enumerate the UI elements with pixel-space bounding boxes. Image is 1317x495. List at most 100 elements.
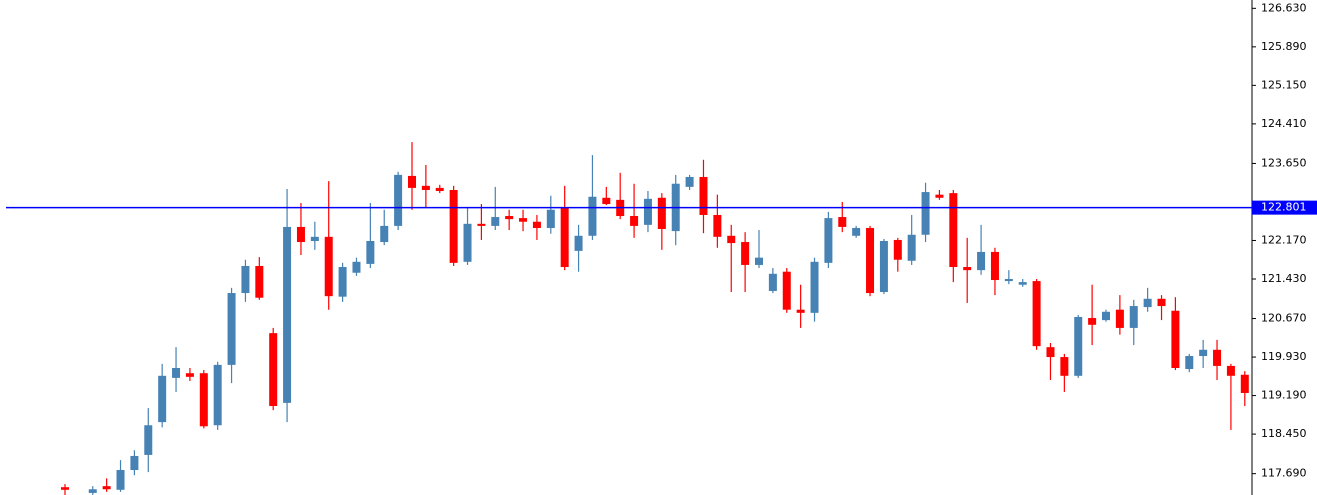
candle-body	[1171, 310, 1180, 368]
candle-body	[380, 225, 389, 243]
candle-body	[657, 197, 666, 230]
candle-body	[838, 217, 847, 227]
candle-body	[283, 226, 292, 403]
y-tick-label: 126.630	[1261, 1, 1307, 14]
candle-body	[782, 271, 791, 310]
candle-body	[977, 251, 986, 271]
price-label-box	[1252, 200, 1317, 215]
candle-body	[1032, 281, 1041, 347]
candle-body	[408, 175, 416, 188]
candle-body	[1060, 357, 1069, 376]
y-tick-label: 124.410	[1261, 117, 1307, 130]
candle-body	[144, 425, 153, 455]
candle-body	[1004, 278, 1013, 282]
candle-body	[421, 185, 430, 190]
candle-body	[88, 489, 97, 493]
candle-body	[61, 487, 69, 490]
candle-body	[116, 470, 125, 490]
candle-body	[810, 261, 819, 313]
candle-body	[158, 375, 167, 423]
candle-body	[796, 309, 805, 313]
y-tick-label: 119.190	[1261, 389, 1307, 402]
candle-body	[185, 373, 194, 377]
candle-body	[990, 251, 999, 281]
candle-body	[1088, 318, 1097, 325]
candle-body	[255, 265, 264, 298]
candle-body	[1213, 349, 1222, 366]
candle-body	[463, 223, 472, 262]
candle-body	[630, 216, 639, 226]
candle-body	[588, 196, 597, 236]
candle-body	[352, 261, 361, 273]
candle-body	[102, 486, 111, 490]
y-tick-label: 123.650	[1261, 156, 1307, 169]
candle-body	[741, 242, 750, 265]
candle-body	[213, 364, 222, 426]
y-tick-label: 125.890	[1261, 40, 1307, 53]
candle-body	[172, 367, 181, 378]
candle-body	[727, 235, 736, 244]
y-tick-label: 121.430	[1261, 272, 1307, 285]
candle-body	[394, 174, 403, 226]
candle-body	[366, 240, 375, 264]
candle-body	[602, 197, 611, 205]
candle-body	[1074, 316, 1083, 376]
candle-body	[699, 176, 708, 215]
plot-area	[61, 142, 1249, 495]
candle-body	[907, 234, 916, 261]
candle-body	[199, 373, 208, 427]
candle-body	[866, 227, 875, 294]
candle-body	[1226, 365, 1235, 376]
candle-body	[1115, 309, 1124, 328]
y-tick-label: 125.150	[1261, 78, 1307, 91]
candle-body	[921, 192, 930, 235]
candle-body	[643, 198, 652, 225]
candle-body	[296, 226, 305, 243]
candle-body	[1199, 349, 1208, 357]
candle-body	[685, 176, 694, 187]
candle-body	[227, 293, 236, 365]
candle-body	[519, 218, 528, 222]
candle-body	[949, 193, 958, 268]
candle-body	[1102, 311, 1110, 321]
candle-body	[1129, 306, 1138, 328]
candle-body	[241, 265, 250, 294]
price-label: 122.801	[1261, 201, 1307, 214]
candle-body	[130, 455, 139, 471]
candle-body	[1018, 282, 1027, 285]
candle-body	[491, 217, 500, 226]
y-tick-label: 120.670	[1261, 312, 1307, 325]
candle-body	[269, 333, 278, 406]
y-tick-label: 118.450	[1261, 427, 1307, 440]
candle-body	[755, 257, 763, 265]
candle-body	[546, 209, 555, 228]
candle-body	[477, 223, 486, 226]
candle-body	[824, 218, 833, 263]
candle-body	[338, 267, 347, 297]
y-tick-label: 122.170	[1261, 233, 1307, 246]
candle-body	[532, 221, 541, 228]
candle-body	[879, 240, 888, 293]
candle-body	[893, 239, 902, 260]
candle-body	[1157, 298, 1166, 307]
y-tick-label: 119.930	[1261, 350, 1307, 363]
candle-body	[1240, 374, 1249, 393]
candle-body	[310, 236, 319, 241]
candle-body	[324, 236, 333, 297]
candle-body	[449, 189, 458, 263]
candle-body	[1143, 298, 1152, 308]
candle-body	[435, 187, 444, 192]
candle-body	[963, 267, 972, 271]
candle-body	[505, 216, 514, 220]
candle-body	[1046, 347, 1055, 358]
candle-body	[852, 227, 861, 236]
candle-body	[713, 214, 722, 237]
candle-body	[560, 207, 569, 268]
y-tick-label: 117.690	[1261, 467, 1307, 480]
candle-body	[935, 194, 944, 198]
candle-body	[574, 235, 583, 251]
candle-body	[1185, 356, 1194, 370]
candle-body	[768, 273, 777, 291]
